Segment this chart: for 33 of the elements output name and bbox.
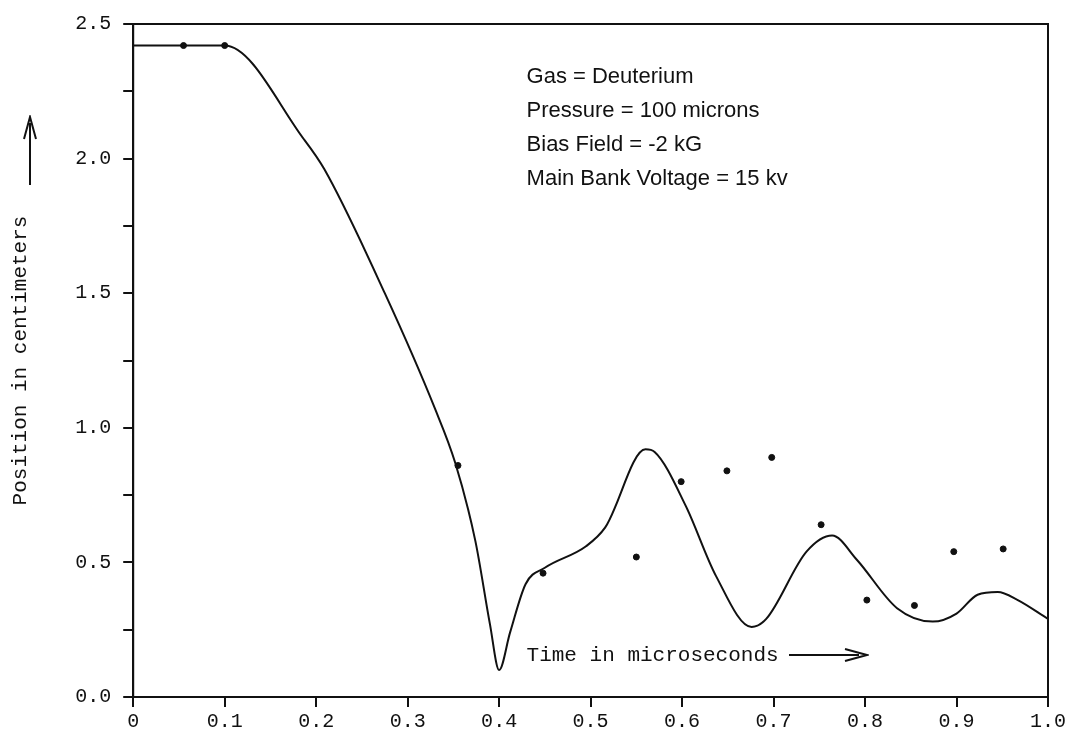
x-tick-label: 1.0 [1029, 710, 1067, 734]
x-tick-label: 0.1 [206, 710, 243, 734]
x-axis-title: Time in microseconds [526, 643, 779, 667]
y-tick-label: 0.0 [75, 685, 112, 709]
y-tick-label: 0.5 [75, 550, 112, 574]
annotation: Bias Field = -2 kG [526, 131, 703, 157]
point [950, 548, 958, 556]
y-tick-label: 2.5 [75, 12, 112, 36]
point [817, 521, 825, 529]
point [863, 596, 871, 604]
x-tick-label: 0 [127, 710, 140, 734]
point [539, 569, 547, 577]
point [910, 601, 918, 609]
x-tick-label: 0.4 [481, 710, 518, 734]
point [999, 545, 1007, 553]
x-tick-label: 0.8 [847, 710, 884, 734]
annotation: Pressure = 100 microns [526, 97, 760, 123]
point [632, 553, 640, 561]
x-tick-label: 0.2 [298, 710, 335, 734]
x-tick-label: 0.6 [664, 710, 701, 734]
y-tick-label: 1.0 [75, 416, 112, 440]
y-axis-title: Position in centimeters [9, 215, 33, 506]
point [723, 467, 731, 475]
point [677, 478, 685, 486]
x-tick-label: 0.9 [938, 710, 975, 734]
x-tick-label: 0.7 [755, 710, 792, 734]
annotation: Main Bank Voltage = 15 kv [526, 165, 788, 191]
point [768, 453, 776, 461]
x-tick-label: 0.3 [389, 710, 426, 734]
x-tick-label: 0.5 [572, 710, 609, 734]
annotation: Gas = Deuterium [526, 63, 694, 89]
y-tick-label: 2.0 [75, 146, 112, 170]
y-tick-label: 1.5 [75, 281, 112, 305]
